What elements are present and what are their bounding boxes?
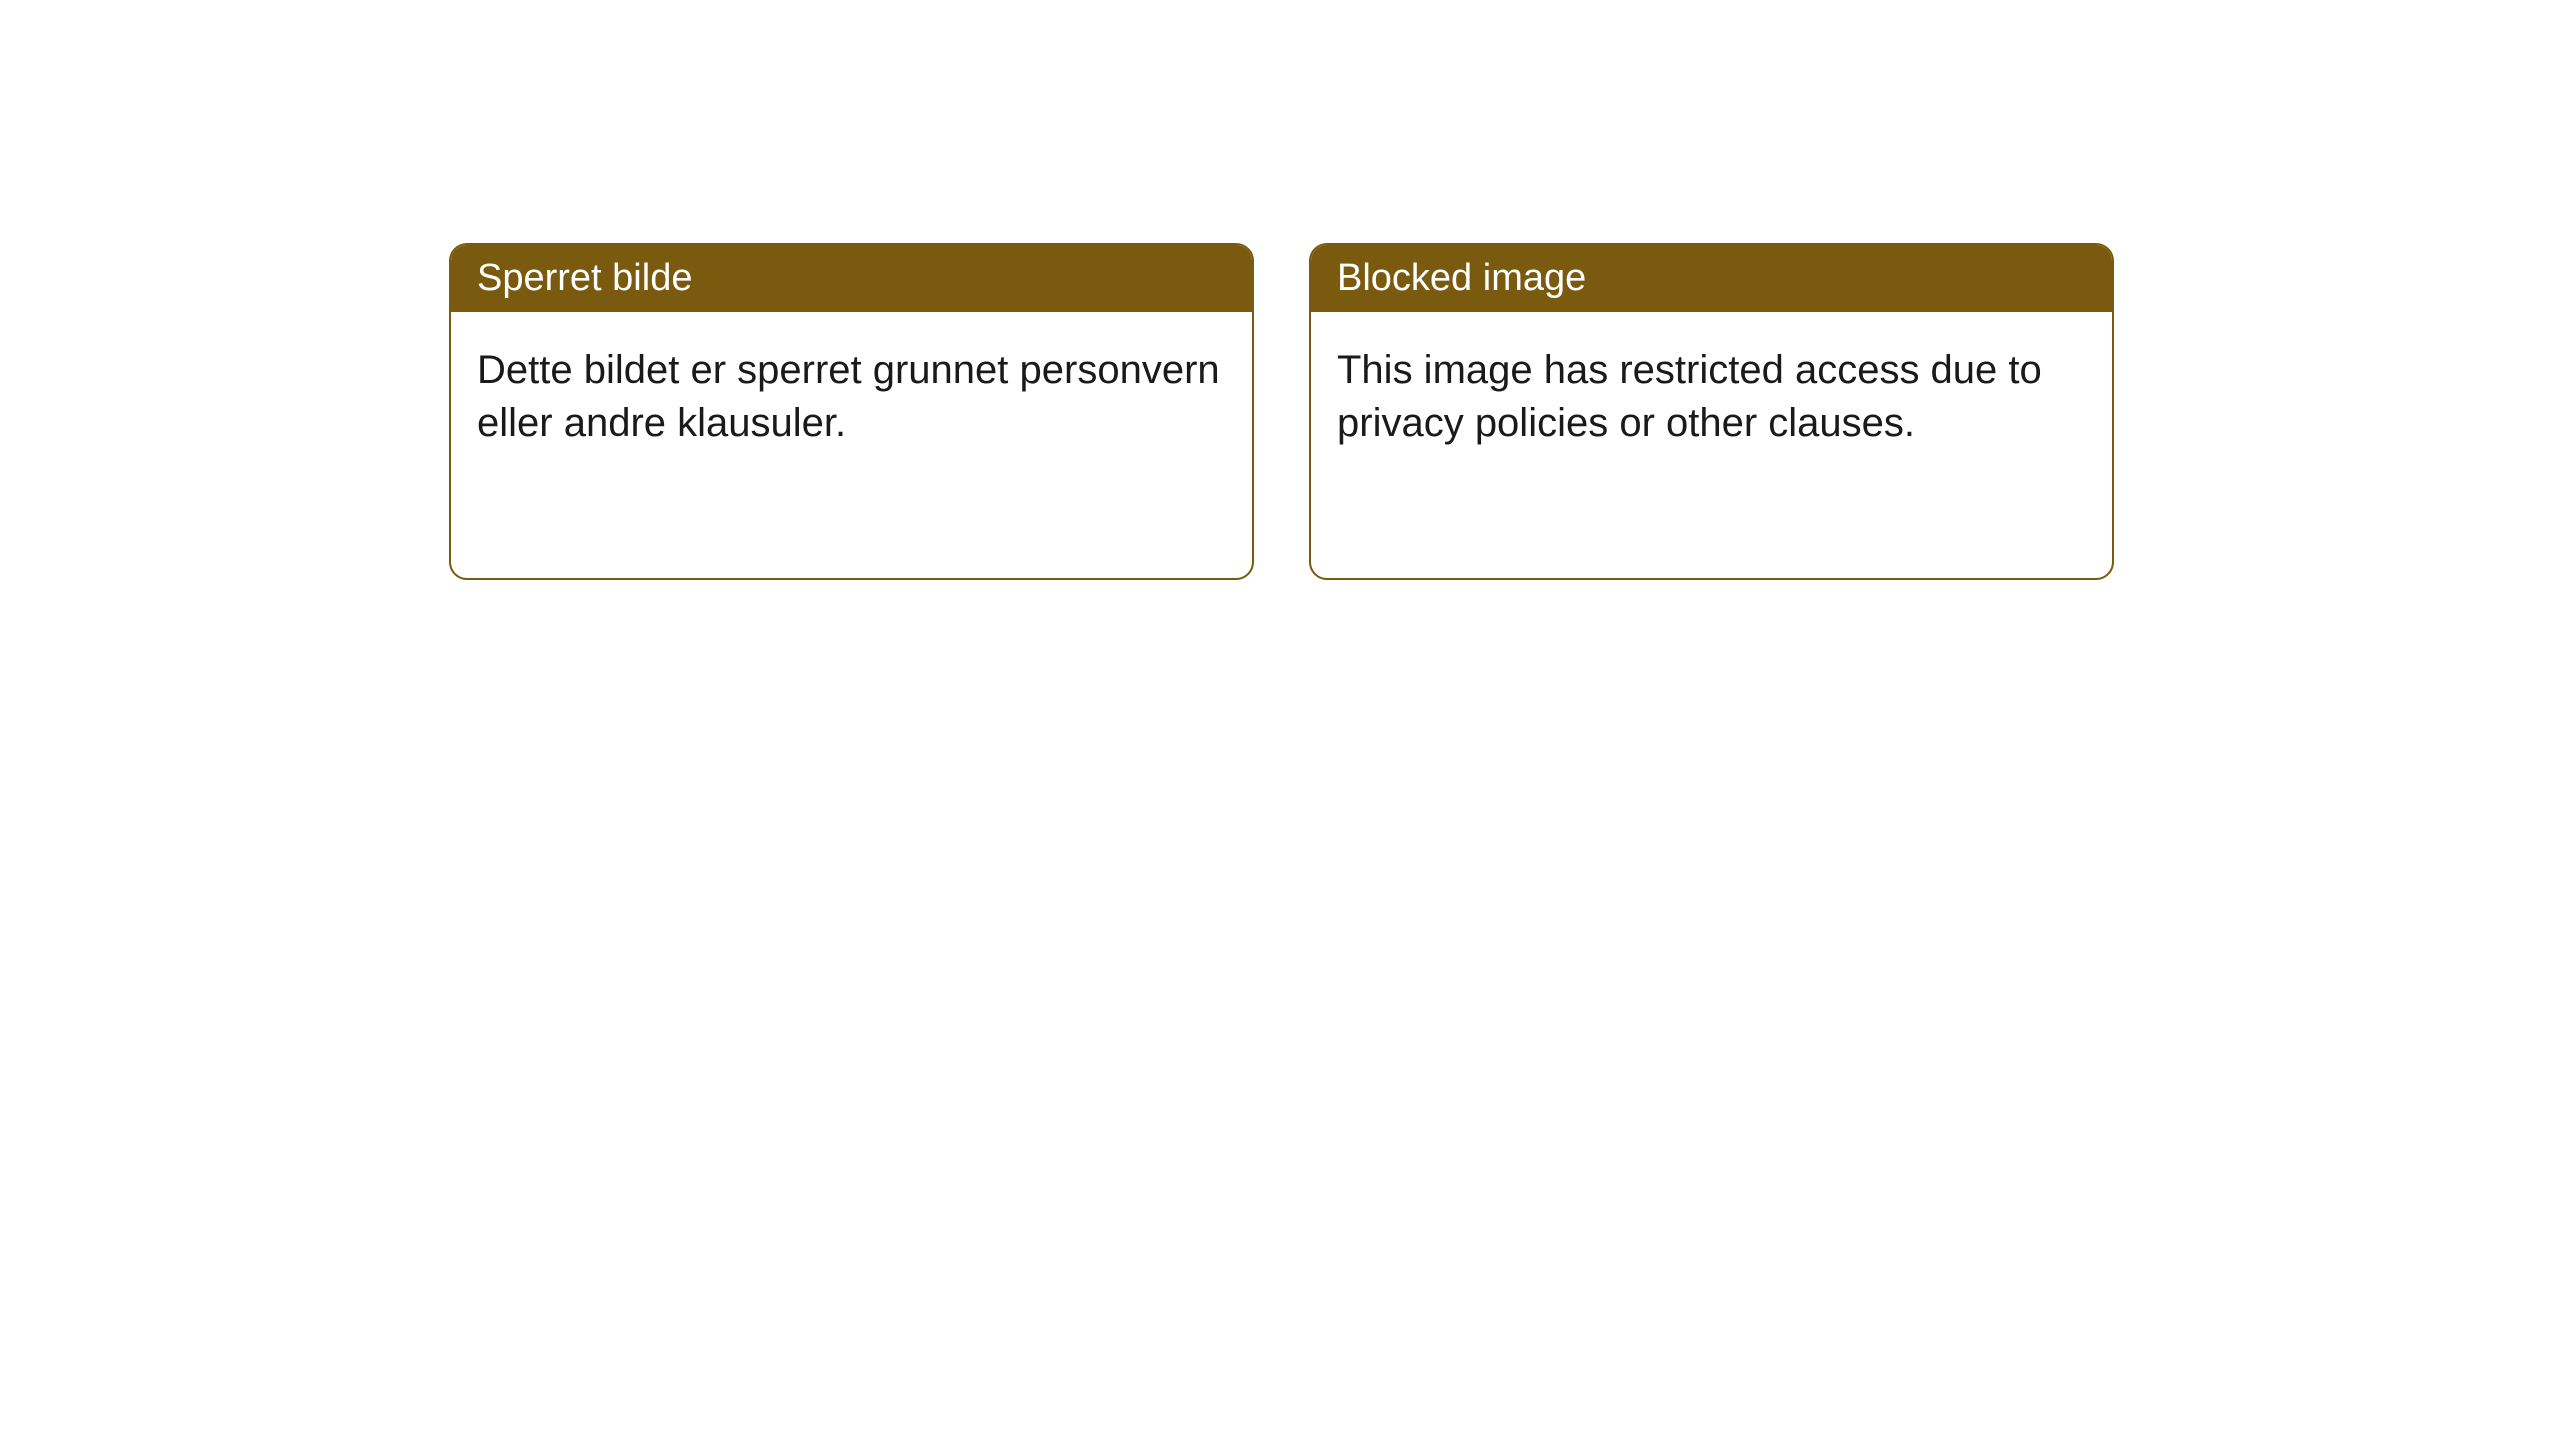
card-header: Blocked image: [1311, 245, 2112, 312]
card-header: Sperret bilde: [451, 245, 1252, 312]
card-header-text: Blocked image: [1337, 257, 1586, 299]
blocked-image-card-english: Blocked image This image has restricted …: [1309, 243, 2114, 580]
cards-container: Sperret bilde Dette bildet er sperret gr…: [449, 243, 2114, 580]
card-header-text: Sperret bilde: [477, 257, 692, 299]
card-body-text: This image has restricted access due to …: [1337, 348, 2042, 445]
card-body: This image has restricted access due to …: [1311, 312, 2112, 482]
blocked-image-card-norwegian: Sperret bilde Dette bildet er sperret gr…: [449, 243, 1254, 580]
card-body-text: Dette bildet er sperret grunnet personve…: [477, 348, 1220, 445]
card-body: Dette bildet er sperret grunnet personve…: [451, 312, 1252, 482]
